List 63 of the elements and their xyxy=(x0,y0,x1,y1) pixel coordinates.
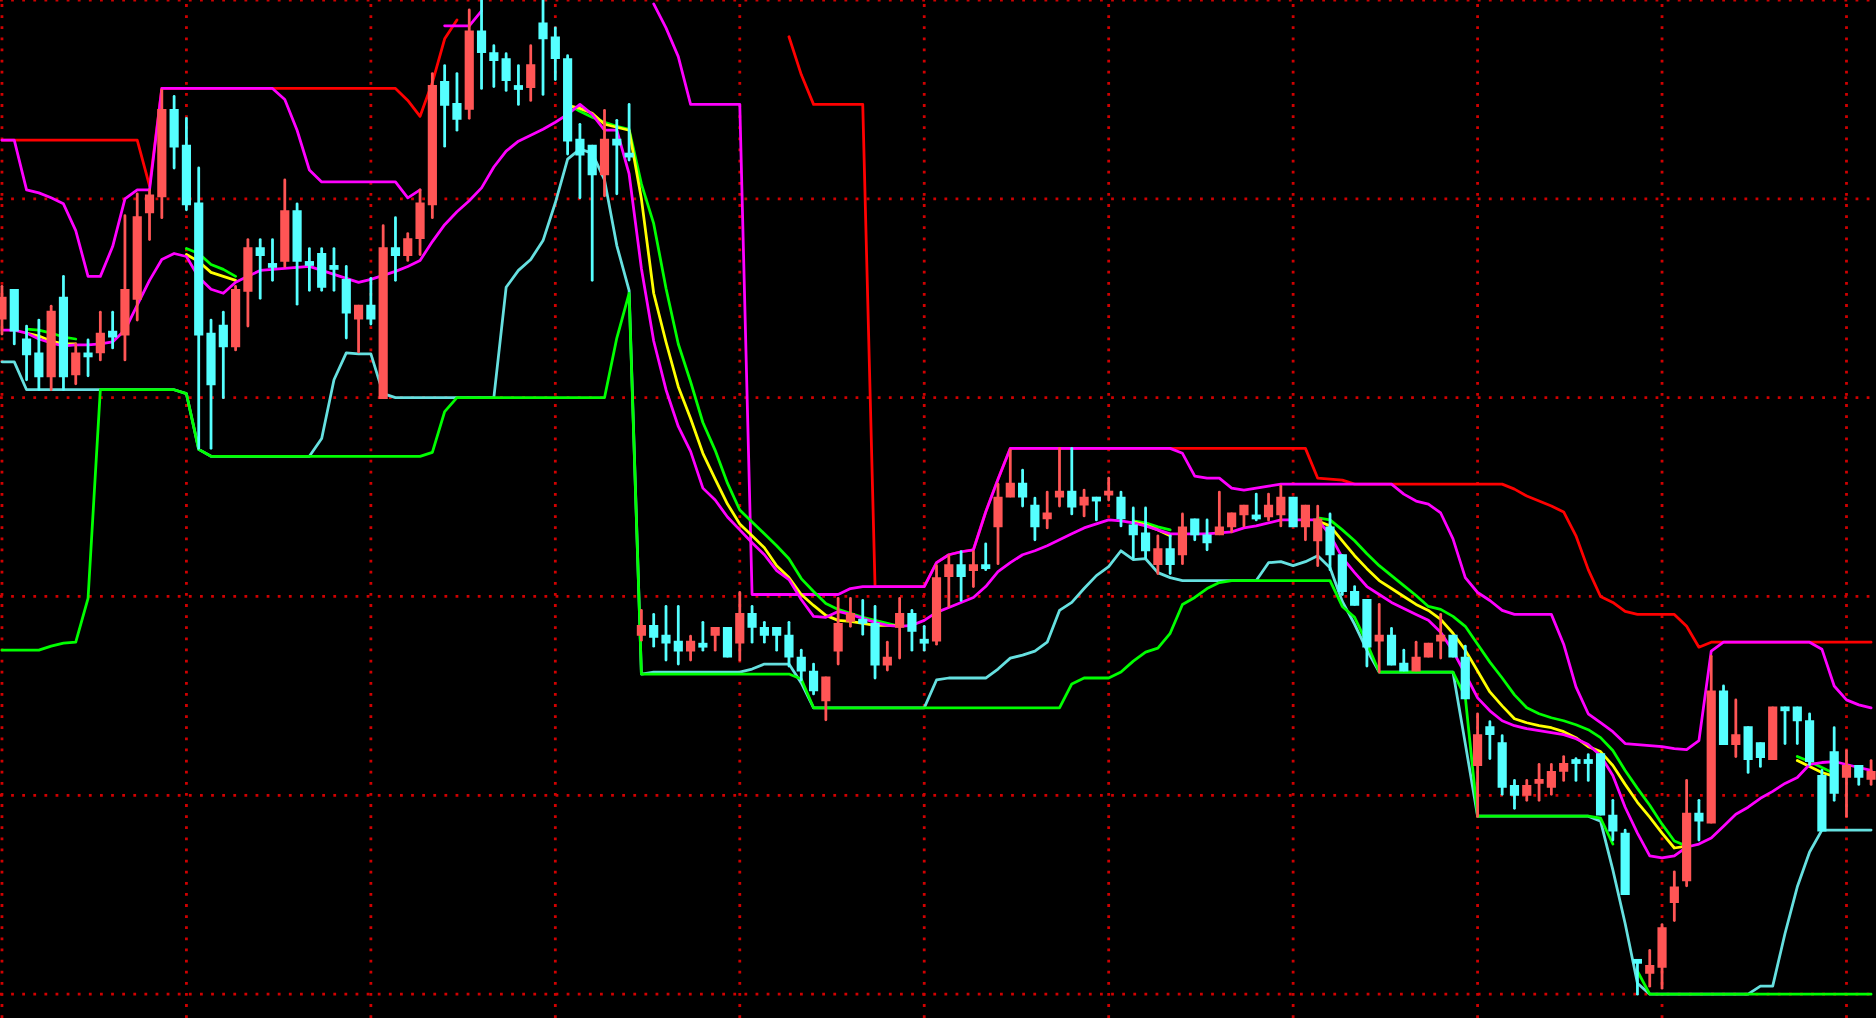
candlestick xyxy=(821,676,831,722)
candlestick xyxy=(907,609,917,652)
candlestick xyxy=(1485,720,1495,760)
candlestick xyxy=(624,102,634,162)
candlestick xyxy=(1054,446,1065,508)
candlestick xyxy=(919,624,929,652)
candlestick xyxy=(1829,726,1839,802)
candlestick xyxy=(808,662,819,696)
candlestick xyxy=(1116,490,1126,528)
candlestick xyxy=(1669,870,1679,922)
candlestick xyxy=(845,597,856,628)
candlestick xyxy=(390,216,401,282)
candlestick xyxy=(95,310,105,362)
candlestick xyxy=(833,597,843,666)
candlestick xyxy=(1731,698,1741,758)
candlestick xyxy=(956,550,966,602)
candlestick xyxy=(1177,512,1188,566)
candlestick xyxy=(341,265,351,340)
candlestick xyxy=(83,338,93,378)
candlestick xyxy=(612,118,622,196)
candlestick xyxy=(1005,448,1015,498)
candlestick xyxy=(1018,468,1028,508)
candlestick xyxy=(735,591,745,662)
candlestick xyxy=(722,626,733,658)
candlestick xyxy=(1153,534,1163,576)
candlestick xyxy=(895,597,905,660)
candlestick xyxy=(1104,476,1114,502)
candlestick xyxy=(513,64,524,106)
candlestick xyxy=(9,288,19,346)
candlestick xyxy=(698,620,708,652)
candlestick xyxy=(71,342,81,386)
candlestick xyxy=(1165,534,1175,576)
candlestick xyxy=(636,609,646,642)
candlestick xyxy=(599,108,610,198)
candlestick xyxy=(993,482,1003,566)
candlestick xyxy=(255,238,265,300)
candlestick xyxy=(353,304,364,354)
candlestick xyxy=(526,44,536,102)
candlestick xyxy=(1067,446,1077,516)
candlestick xyxy=(1632,958,1643,996)
candlestick xyxy=(1473,712,1483,818)
candlestick xyxy=(1436,612,1446,660)
candlestick xyxy=(1251,492,1261,522)
candlestick xyxy=(981,542,991,572)
candlestick xyxy=(1091,496,1101,522)
candlestick xyxy=(710,626,720,652)
candlestick xyxy=(267,238,278,282)
candlestick xyxy=(1841,749,1852,818)
candlestick xyxy=(1694,798,1704,842)
candlestick xyxy=(108,310,118,350)
candlestick xyxy=(1866,759,1876,786)
candlestick xyxy=(968,550,978,588)
candlestick xyxy=(1288,496,1298,528)
candlestick xyxy=(1374,603,1384,674)
candlestick xyxy=(944,554,954,608)
candlestick xyxy=(686,634,696,662)
candlestick xyxy=(1079,488,1089,518)
candlestick xyxy=(501,52,511,92)
candlestick xyxy=(1030,496,1040,542)
candlestick xyxy=(1522,779,1532,802)
candlestick xyxy=(1042,490,1052,530)
candlestick xyxy=(882,640,892,672)
candlestick xyxy=(366,276,376,326)
